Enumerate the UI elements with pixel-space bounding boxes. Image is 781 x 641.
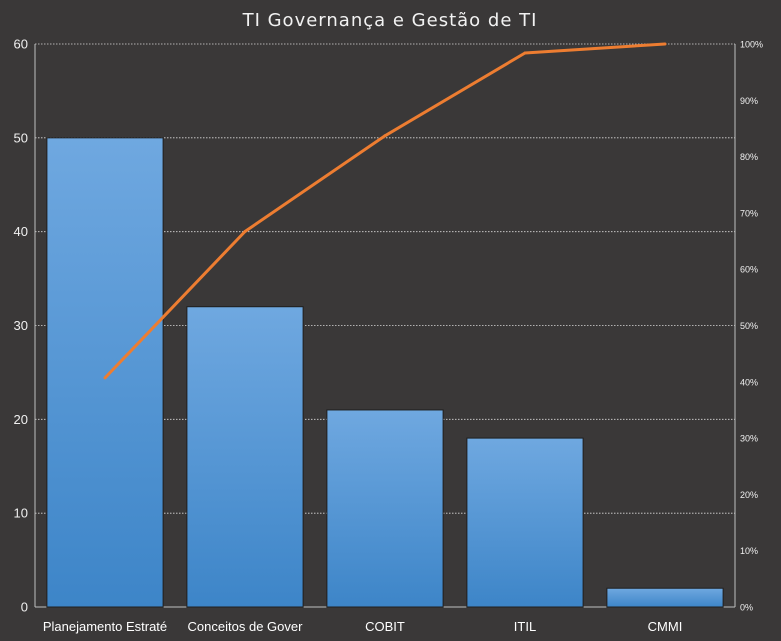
right-axis: 0% 10% 20% 30% 40% 50% 60% 70% 80% 90% 100% — [740, 40, 763, 613]
category-axis: Planejamento Estraté Conceitos de Gover CO… — [43, 619, 682, 634]
line-point — [663, 42, 667, 46]
bar — [186, 306, 304, 608]
left-tick-label: 10 — [14, 506, 28, 521]
bar-series — [46, 137, 724, 608]
right-tick-label: 30% — [740, 434, 758, 444]
right-tick-label: 90% — [740, 96, 758, 106]
bar — [326, 409, 444, 608]
line-point — [523, 51, 527, 55]
right-tick-label: 20% — [740, 490, 758, 500]
left-tick-label: 30 — [14, 318, 28, 333]
right-tick-label: 60% — [740, 265, 758, 275]
right-tick-label: 0% — [740, 603, 753, 613]
line-point — [103, 376, 107, 380]
category-label: ITIL — [514, 619, 536, 634]
left-tick-label: 40 — [14, 224, 28, 239]
left-tick-label: 60 — [14, 37, 28, 52]
bar — [606, 587, 724, 608]
bar — [46, 137, 164, 608]
chart-title: TI Governança e Gestão de TI — [242, 10, 538, 31]
line-point — [383, 134, 387, 138]
right-tick-label: 100% — [740, 40, 763, 50]
gridlines — [35, 43, 735, 514]
right-tick-label: 80% — [740, 152, 758, 162]
category-label: Planejamento Estraté — [43, 619, 167, 634]
bar — [466, 437, 584, 608]
left-tick-label: 0 — [21, 600, 28, 615]
right-tick-label: 70% — [740, 208, 758, 218]
right-tick-label: 50% — [740, 321, 758, 331]
category-label: Conceitos de Gover — [188, 619, 304, 634]
left-tick-label: 50 — [14, 130, 28, 145]
right-tick-label: 40% — [740, 377, 758, 387]
right-tick-label: 10% — [740, 546, 758, 556]
cumulative-line-series — [103, 42, 667, 380]
left-tick-label: 20 — [14, 412, 28, 427]
category-label: CMMI — [648, 619, 683, 634]
line-point — [243, 229, 247, 233]
category-label: COBIT — [365, 619, 405, 634]
